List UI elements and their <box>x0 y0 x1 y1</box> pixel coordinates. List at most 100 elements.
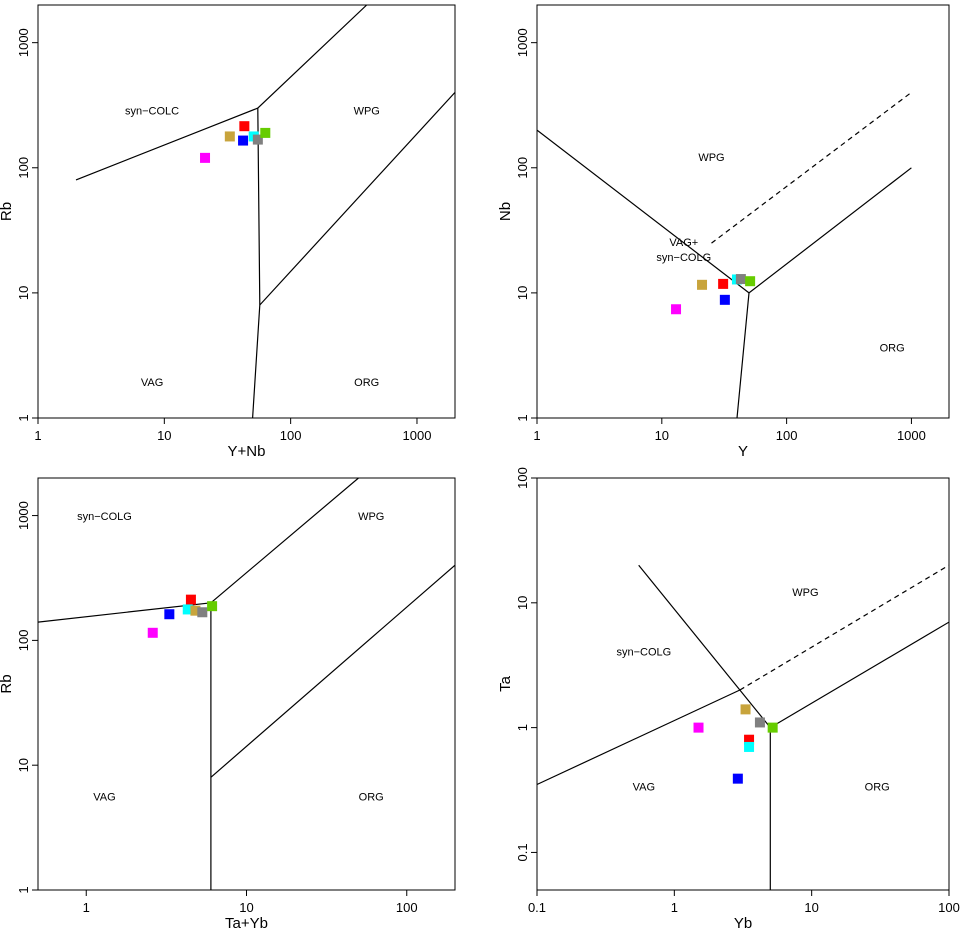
sample-point <box>754 717 765 728</box>
sample-point <box>744 734 755 745</box>
x-tick-label: 100 <box>938 900 960 915</box>
y-tick-label: 100 <box>16 157 31 179</box>
sample-point <box>200 152 211 163</box>
sample-point <box>164 609 175 620</box>
y-tick-label: 1000 <box>16 28 31 57</box>
y-tick-label: 1 <box>515 414 530 421</box>
region-label: WPG <box>792 587 818 599</box>
sample-point <box>197 607 208 618</box>
sample-point <box>671 304 682 315</box>
y-axis-label: Rb <box>0 202 15 221</box>
y-tick-label: 1000 <box>16 501 31 530</box>
x-tick-label: 10 <box>157 428 171 443</box>
sample-point <box>693 722 704 733</box>
region-label: WPG <box>354 106 380 118</box>
panel-ta-vs-yb: 0.1 1 10 100 0.1 1 10 100 Yb Ta WPG syn−COLG VAG ORG <box>497 467 960 932</box>
y-axis-label: Rb <box>0 674 15 693</box>
sample-point <box>252 134 263 145</box>
sample-point <box>718 278 729 289</box>
region-label: VAG <box>141 377 163 389</box>
sample-point <box>767 722 778 733</box>
x-axis-label: Yb <box>734 915 752 932</box>
boundary-line <box>259 91 455 306</box>
sample-point <box>260 127 271 138</box>
x-tick-label: 10 <box>239 900 253 915</box>
boundary-line <box>252 108 261 418</box>
sample-point <box>147 627 158 638</box>
region-label: ORG <box>354 377 379 389</box>
region-label: syn−COLG <box>77 511 132 523</box>
x-tick-label: 1000 <box>403 428 432 443</box>
region-label: syn−COLG <box>617 646 672 658</box>
y-tick-label: 10 <box>16 286 31 300</box>
sample-point <box>744 741 755 752</box>
sample-point <box>238 135 249 146</box>
sample-point <box>239 121 250 132</box>
y-tick-label: 100 <box>16 630 31 652</box>
region-label: VAG <box>93 792 115 804</box>
sample-point <box>207 601 218 612</box>
region-label: syn−COLC <box>125 106 179 118</box>
x-tick-label: 10 <box>655 428 669 443</box>
sample-point <box>224 131 235 142</box>
boundary-line <box>38 478 359 623</box>
x-tick-label: 1 <box>533 428 540 443</box>
y-tick-label: 0.1 <box>515 843 530 861</box>
region-label: ORG <box>880 342 905 354</box>
x-tick-label: 1000 <box>897 428 926 443</box>
boundary-line <box>75 5 368 181</box>
boundary-line <box>748 167 912 294</box>
sample-point <box>732 773 743 784</box>
dashed-boundary-line <box>739 564 949 691</box>
sample-point <box>740 704 751 715</box>
dashed-boundary-line <box>711 91 912 244</box>
x-tick-label: 1 <box>671 900 678 915</box>
sample-point <box>190 605 201 616</box>
y-tick-label: 1 <box>16 886 31 893</box>
region-label: WPG <box>698 152 724 164</box>
sample-point <box>735 274 746 285</box>
sample-point <box>745 276 756 287</box>
boundary-line <box>537 689 741 786</box>
plot-frame <box>37 477 456 891</box>
y-tick-label: 10 <box>515 596 530 610</box>
sample-point <box>719 294 730 305</box>
y-tick-label: 1000 <box>515 28 530 57</box>
y-axis-label: Nb <box>497 202 514 221</box>
x-tick-label: 1 <box>83 900 90 915</box>
plot-frame <box>37 4 456 419</box>
x-tick-label: 100 <box>396 900 418 915</box>
plot-frame <box>536 477 950 891</box>
panel-nb-vs-y: 1 10 100 1000 1 10 100 1000 Y Nb WPG VAG+ syn−COLG OR… <box>497 4 950 460</box>
region-label: VAG+ <box>669 237 698 249</box>
x-axis-label: Y <box>738 443 748 460</box>
region-label: syn−COLG <box>656 252 711 264</box>
y-tick-label: 1 <box>16 414 31 421</box>
y-tick-label: 1 <box>515 724 530 731</box>
sample-point <box>697 279 708 290</box>
plot-frame <box>536 4 950 419</box>
region-label: VAG <box>633 782 655 794</box>
boundary-line <box>638 564 771 728</box>
boundary-line <box>736 292 750 418</box>
sample-point <box>182 604 193 615</box>
boundary-line <box>769 621 949 729</box>
x-tick-label: 1 <box>34 428 41 443</box>
x-tick-label: 100 <box>776 428 798 443</box>
x-tick-label: 0.1 <box>528 900 546 915</box>
region-label: WPG <box>358 511 384 523</box>
y-tick-label: 10 <box>515 286 530 300</box>
x-axis-label: Ta+Yb <box>225 915 268 932</box>
panel-rb-vs-ynb: 1 10 100 1000 1 10 100 1000 Y+Nb Rb syn−COLC WPG VAG… <box>0 4 456 460</box>
x-axis-label: Y+Nb <box>228 443 266 460</box>
boundary-line <box>537 129 750 294</box>
y-tick-label: 100 <box>515 157 530 179</box>
y-tick-label: 100 <box>515 467 530 489</box>
boundary-line <box>210 564 455 778</box>
sample-point <box>185 594 196 605</box>
y-tick-label: 10 <box>16 758 31 772</box>
x-tick-label: 10 <box>804 900 818 915</box>
x-tick-label: 100 <box>280 428 302 443</box>
y-axis-label: Ta <box>497 675 514 692</box>
